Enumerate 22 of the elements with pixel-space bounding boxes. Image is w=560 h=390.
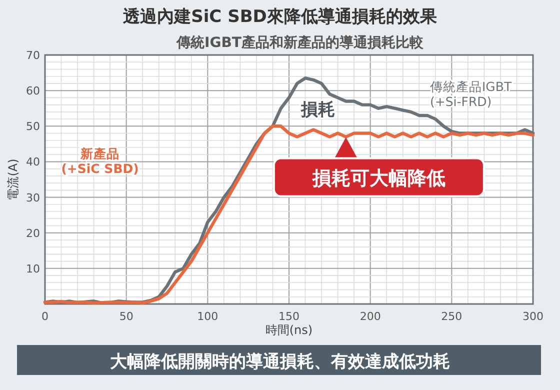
text: 新產品 (+SiC SBD) bbox=[61, 146, 139, 176]
annotation: 損耗可大幅降低 bbox=[311, 167, 446, 190]
y-tick-label: 20 bbox=[26, 226, 40, 240]
x-tick-label: 150 bbox=[278, 310, 300, 323]
chart-subtitle: 傳統IGBT產品和新產品的導通損耗比較 bbox=[176, 34, 424, 51]
text: 大幅降低開關時的導通損耗、有效達成低功耗 bbox=[110, 352, 450, 372]
x-axis-title: 時間(ns) bbox=[265, 323, 313, 337]
y-tick-label: 60 bbox=[26, 84, 40, 98]
y-tick-label: 30 bbox=[26, 191, 40, 204]
x-tick-label: 300 bbox=[522, 310, 544, 323]
y-axis-title: 電流(A) bbox=[6, 158, 20, 200]
y-tick-label: 10 bbox=[26, 262, 40, 276]
x-tick-label: 200 bbox=[360, 310, 381, 323]
y-tick-label: 50 bbox=[26, 120, 40, 134]
x-tick-label: 0 bbox=[42, 310, 48, 323]
x-tick-label: 250 bbox=[441, 310, 462, 323]
annotation: 損耗 bbox=[300, 100, 335, 120]
y-tick-label: 40 bbox=[26, 156, 40, 169]
x-tick-label: 100 bbox=[197, 310, 218, 323]
x-tick-label: 50 bbox=[119, 310, 134, 323]
chart-title: 透過內建SiC SBD來降低導通損耗的效果 bbox=[122, 7, 438, 27]
y-tick-label: 70 bbox=[26, 49, 40, 62]
